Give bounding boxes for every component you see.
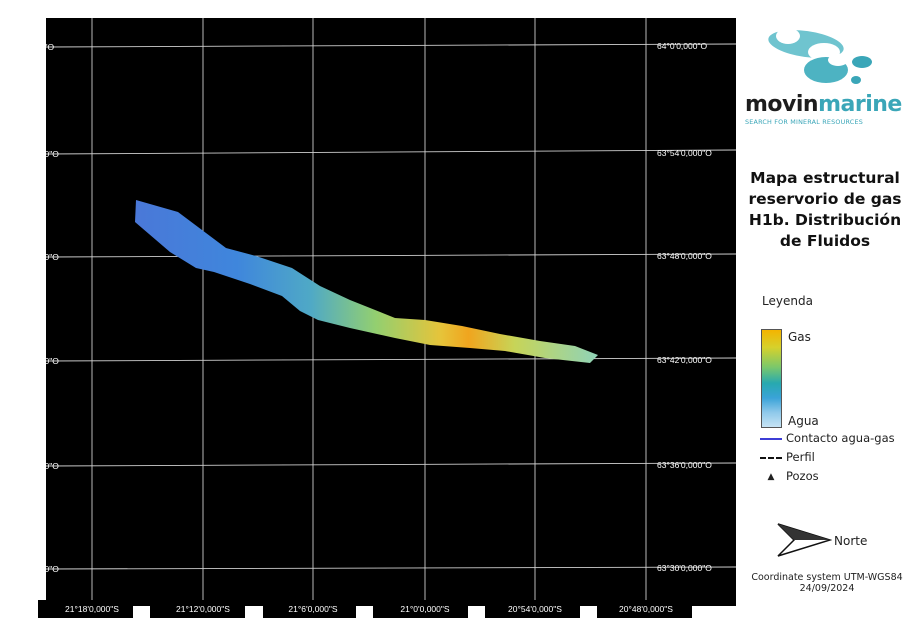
legend-contacto-label: Contacto agua-gas <box>786 431 895 445</box>
legend-perfil-label: Perfil <box>786 450 815 464</box>
longitude-label-bottom: 20°48'0,000"S <box>619 604 673 614</box>
movinmarine-logo-icon <box>768 28 872 84</box>
latitude-label-right: 63°48'0,000"O <box>657 251 712 261</box>
latitude-label-right: 64°0'0,000"O <box>657 41 707 51</box>
coordinate-system-label: Coordinate system UTM-WGS84 <box>751 572 903 583</box>
latitude-label-left: 63°54'0,000"O <box>4 149 59 159</box>
brand-wordmark-light: marine <box>818 92 902 117</box>
map-title: Mapa estructural reservorio de gas H1b. … <box>748 169 902 250</box>
longitude-label-top: 21°0'0,000"S <box>400 5 449 15</box>
structural-map: 21°18'0,000"S 21°12'0,000"S 21°6'0,000"S 21… <box>4 5 737 618</box>
longitude-label-top: 21°6'0,000"S <box>288 5 337 15</box>
bottom-label-tabs <box>38 600 692 618</box>
longitude-label-top: 20°54'0,000"S <box>508 5 562 15</box>
legend-color-ramp <box>761 329 782 428</box>
gas-reservoir-body <box>135 200 598 363</box>
dashed-line-icon <box>760 456 782 459</box>
brand-wordmark: movinmarine <box>745 92 902 117</box>
latitude-label-right: 63°54'0,000"O <box>657 148 712 158</box>
longitude-label-bottom: 21°6'0,000"S <box>288 604 337 614</box>
triangle-icon: ▲ <box>767 471 775 482</box>
legend-gas-label: Gas <box>788 330 811 344</box>
legend-pozos-label: Pozos <box>786 469 819 483</box>
blue-line-icon <box>760 437 782 440</box>
latitude-label-left: 63°36'0,000"O <box>4 461 59 471</box>
legend-heading: Leyenda <box>762 294 813 308</box>
graticule <box>45 18 737 606</box>
longitude-label-bottom: 21°12'0,000"S <box>176 604 230 614</box>
latitude-label-right: 63°42'0,000"O <box>657 355 712 365</box>
brand-tagline: SEARCH FOR MINERAL RESOURCES <box>745 118 863 126</box>
latitude-label-left: 64°0'0,000"O <box>4 42 54 52</box>
longitude-label-top: 21°18'0,000"S <box>65 5 119 15</box>
longitude-label-bottom: 20°54'0,000"S <box>508 604 562 614</box>
coordinate-system: Coordinate system UTM-WGS84 24/09/2024 <box>744 572 910 594</box>
latitude-label-right: 63°30'0,000"O <box>657 563 712 573</box>
legend-agua-label: Agua <box>788 414 819 428</box>
sidebar <box>738 0 914 624</box>
legend-contacto: Contacto agua-gas <box>760 431 895 445</box>
map-frame <box>46 18 736 606</box>
latitude-label-right: 63°36'0,000"O <box>657 460 712 470</box>
legend-perfil: Perfil <box>760 450 815 464</box>
north-label: Norte <box>834 534 868 548</box>
latitude-label-left: 63°42'0,000"O <box>4 356 59 366</box>
latitude-label-left: 63°30'0,000"O <box>4 564 59 574</box>
brand-wordmark-dark: movin <box>745 92 819 117</box>
latitude-label-left: 63°48'0,000"O <box>4 252 59 262</box>
north-arrow-icon <box>777 523 832 557</box>
longitude-label-bottom: 21°18'0,000"S <box>65 604 119 614</box>
legend-pozos: ▲ Pozos <box>760 469 819 483</box>
longitude-label-top: 21°12'0,000"S <box>176 5 230 15</box>
longitude-label-top: 20°48'0,000"S <box>619 5 673 15</box>
longitude-label-bottom: 21°0'0,000"S <box>400 604 449 614</box>
map-date: 24/09/2024 <box>799 583 855 594</box>
